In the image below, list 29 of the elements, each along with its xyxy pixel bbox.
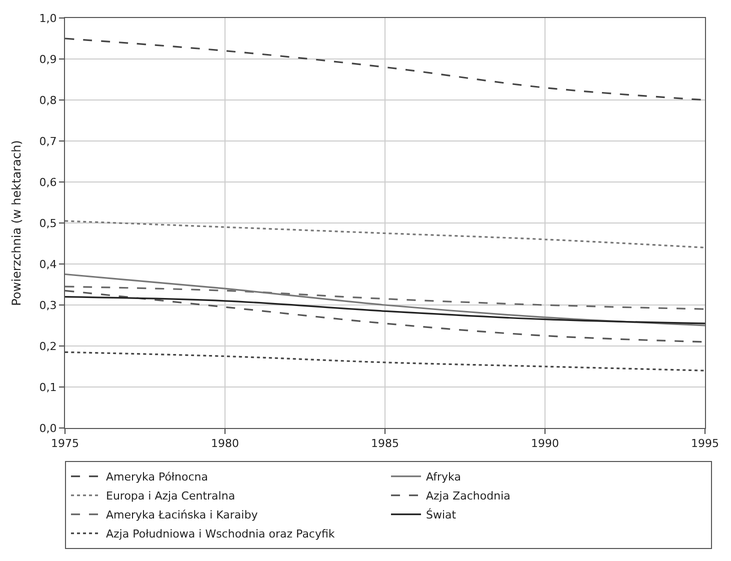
- y-tick-label: 1,0: [39, 12, 57, 25]
- x-tick-label: 1975: [51, 437, 79, 450]
- legend-label: Europa i Azja Centralna: [106, 490, 236, 503]
- legend-label: Ameryka Łacińska i Karaiby: [106, 508, 258, 522]
- y-tick-label: 0,8: [39, 94, 57, 107]
- y-tick-label: 0,5: [39, 216, 57, 230]
- line-series: [65, 351, 705, 372]
- y-tick-label: 0,7: [39, 134, 57, 148]
- x-tick-label: 1995: [691, 437, 719, 450]
- y-tick-label: 0,3: [39, 298, 57, 312]
- x-tick-label: 1990: [531, 437, 559, 450]
- y-tick-label: 0,6: [39, 176, 57, 189]
- legend-label: Świat: [426, 508, 457, 522]
- y-axis-title: Powierzchnia (w hektarach): [10, 140, 24, 306]
- legend-label: Ameryka Północna: [106, 470, 208, 484]
- line-series: [65, 220, 705, 248]
- line-series: [65, 286, 705, 310]
- y-tick-label: 0,1: [39, 380, 57, 394]
- line-series: [65, 296, 705, 324]
- legend-label: Azja Południowa i Wschodnia oraz Pacyfik: [106, 528, 336, 541]
- x-tick-label: 1980: [211, 437, 239, 450]
- x-tick-label: 1985: [371, 437, 399, 450]
- y-tick-label: 0,4: [39, 258, 57, 271]
- legend-label: Afryka: [426, 470, 461, 484]
- y-tick-label: 0,0: [39, 422, 57, 435]
- y-tick-label: 0,2: [39, 340, 57, 353]
- legend-label: Azja Zachodnia: [426, 490, 510, 503]
- y-tick-label: 0,9: [39, 52, 57, 66]
- line-series: [65, 273, 705, 326]
